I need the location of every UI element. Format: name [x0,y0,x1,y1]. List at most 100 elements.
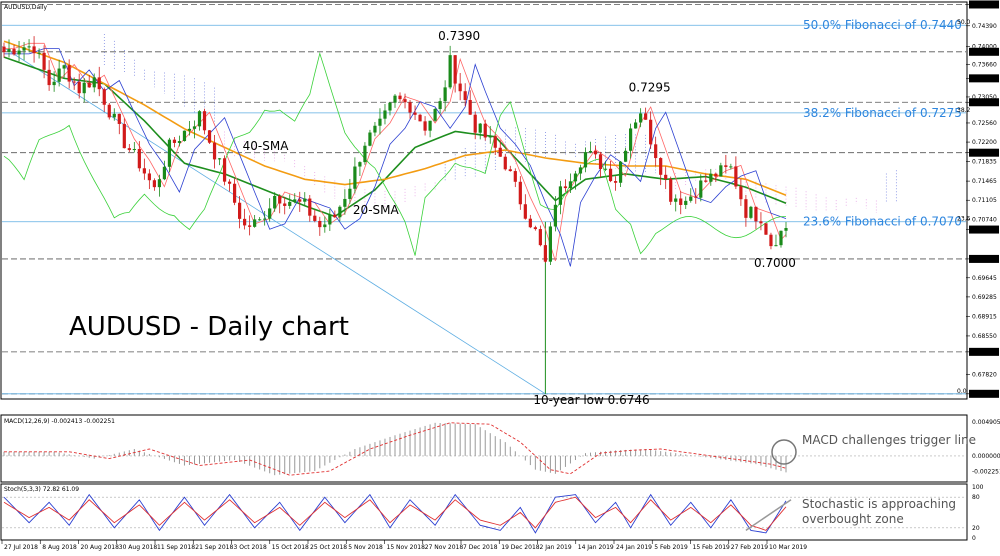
candle-body [608,168,613,182]
candle-body [513,171,517,182]
candle-body [323,224,327,228]
price-tick-label: 0.74390 [972,23,997,30]
candle-body [578,167,583,174]
candle-body [167,139,172,167]
stoch-line [3,496,787,531]
candle-body [62,65,66,69]
price-tag [969,225,999,234]
date-tick-label: 2 Jan 2019 [540,544,572,551]
candle-body [433,109,437,121]
macd-signal-line [4,422,787,476]
fibonacci-tag: 0.0 [957,388,967,395]
price-tag [969,0,999,9]
candle-body [634,122,638,129]
price-tick-label: 0.73050 [972,94,997,101]
price-tick-label: 0.73660 [972,62,997,69]
candle-body [383,110,387,119]
candle-body [724,165,728,167]
candle-body [333,214,337,218]
candle-body [583,152,588,168]
candle-body [122,123,126,149]
date-tick-label: 14 Jan 2019 [578,544,614,551]
candle-body [458,83,462,92]
candle-body [403,99,407,103]
candle-body [378,118,382,126]
candle-body [72,81,76,83]
fibonacci-label: 23.6% Fibonacci of 0.7070 [803,215,962,229]
price-tag-label: 0.73900 [971,49,996,56]
candle-body [453,55,457,84]
price-tag-label: 0.67460 [971,391,996,398]
candle-body [308,198,312,216]
price-tick-label: 0.71835 [972,158,997,165]
candle-body [784,228,788,231]
candle-body [754,206,758,222]
macd-tick-label: 0.004905 [972,419,1000,426]
candle-body [543,245,547,262]
fibonacci-label: 50.0% Fibonacci of 0.7440 [803,18,962,32]
candle-body [659,158,663,175]
candle-body [669,179,673,202]
price-tick-label: 0.70740 [972,217,997,224]
candle-body [77,81,81,94]
stoch-note: Stochastic is approaching overbought zon… [802,497,960,526]
tenkan-line [4,42,787,262]
candle-body [32,46,36,54]
candle-body [192,126,197,129]
price-tag [969,148,999,157]
candle-body [649,119,653,145]
candle-body [764,223,768,235]
candle-body [769,234,773,247]
candle-body [117,113,121,124]
price-tick-label: 0.72560 [972,120,997,127]
candle-body [107,104,111,118]
candle-body [102,89,106,105]
candle-body [588,150,593,153]
macd-highlight-circle [771,439,797,465]
candle-body [473,114,477,133]
stoch-tick-label: 20 [972,525,980,532]
macd-tick-label: 0.000000 [972,453,1000,460]
price-tick-label: 0.71465 [972,178,997,185]
candle-body [343,198,347,207]
candle-body [553,204,558,227]
candle-body [197,111,202,127]
candle-body [629,128,633,151]
chart-title: AUDUSD - Daily chart [69,312,349,342]
candle-body [699,180,703,198]
candle-body [749,206,753,218]
stoch-tick-label: 0 [972,535,976,542]
candle-body [734,166,738,187]
candle-body [639,113,643,123]
price-tag [969,74,999,83]
date-tick-label: 24 Jan 2019 [616,544,652,551]
candle-body [172,139,177,143]
candle-body [618,161,623,183]
candle-body [187,128,192,131]
date-tick-label: 27 Nov 2018 [425,544,464,551]
candle-body [593,150,598,155]
stoch-tick-label: 100 [972,484,984,491]
date-tick-label: 27 Jul 2018 [4,544,38,551]
price-tag-label: 0.72000 [971,150,996,157]
candle-body [528,218,532,228]
candle-body [157,179,161,188]
price-tag [969,254,999,263]
candle-body [603,168,608,170]
price-tick-label: 0.68915 [972,314,997,321]
fibonacci-label: 38.2% Fibonacci of 0.7275 [803,106,962,120]
candle-body [217,158,222,160]
candle-body [463,91,467,100]
chikou-line [3,52,786,256]
candle-body [27,46,31,48]
candle-body [243,218,247,226]
date-tick-label: 10 Mar 2019 [769,544,807,551]
trendline [1,46,546,395]
candle-body [448,55,452,88]
candle-body [704,180,708,182]
candle-body [729,166,733,168]
price-tag [969,47,999,56]
candle-body [694,196,698,198]
stoch-trend-arrow [745,499,792,531]
price-tick-label: 0.67820 [972,372,997,379]
